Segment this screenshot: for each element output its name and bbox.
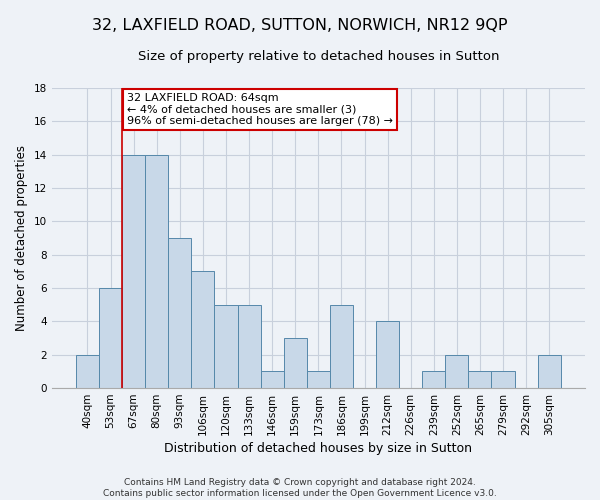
Bar: [168, 238, 191, 388]
Text: 32, LAXFIELD ROAD, SUTTON, NORWICH, NR12 9QP: 32, LAXFIELD ROAD, SUTTON, NORWICH, NR12…: [92, 18, 508, 32]
Bar: [238, 304, 260, 388]
Title: Size of property relative to detached houses in Sutton: Size of property relative to detached ho…: [137, 50, 499, 63]
Y-axis label: Number of detached properties: Number of detached properties: [15, 145, 28, 331]
Bar: [307, 372, 330, 388]
Bar: [191, 272, 214, 388]
Bar: [214, 304, 238, 388]
Bar: [422, 372, 445, 388]
X-axis label: Distribution of detached houses by size in Sutton: Distribution of detached houses by size …: [164, 442, 472, 455]
Bar: [76, 354, 99, 388]
Bar: [538, 354, 561, 388]
Bar: [491, 372, 515, 388]
Bar: [145, 154, 168, 388]
Bar: [445, 354, 469, 388]
Bar: [122, 154, 145, 388]
Bar: [469, 372, 491, 388]
Bar: [260, 372, 284, 388]
Bar: [99, 288, 122, 388]
Bar: [284, 338, 307, 388]
Bar: [376, 322, 399, 388]
Text: Contains HM Land Registry data © Crown copyright and database right 2024.
Contai: Contains HM Land Registry data © Crown c…: [103, 478, 497, 498]
Text: 32 LAXFIELD ROAD: 64sqm
← 4% of detached houses are smaller (3)
96% of semi-deta: 32 LAXFIELD ROAD: 64sqm ← 4% of detached…: [127, 93, 393, 126]
Bar: [330, 304, 353, 388]
